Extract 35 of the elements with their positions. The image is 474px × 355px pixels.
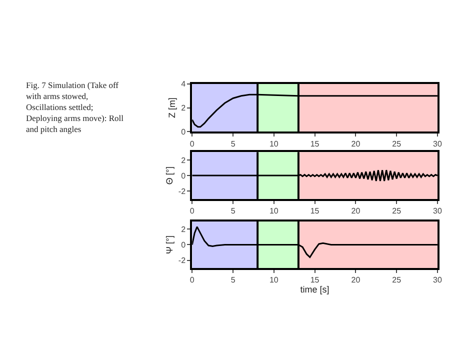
- y-axis-title: Θ [°]: [164, 166, 174, 185]
- y-tick-label: 4: [181, 80, 186, 89]
- x-tick-label: 5: [230, 206, 236, 216]
- x-tick-label: 5: [230, 276, 236, 285]
- y-axis-title: Z [m]: [166, 98, 177, 118]
- x-tick-label: 30: [433, 276, 442, 285]
- y-tick-label: -2: [178, 186, 186, 196]
- x-tick-label: 25: [392, 206, 402, 216]
- y-tick-label: 0: [181, 127, 186, 136]
- x-tick-label: 0: [190, 276, 195, 285]
- x-tick-label: 20: [351, 139, 361, 148]
- caption: Fig. 7 Simulation (Take off with arms stowed, Oscillations settled; Deploying arms move): Roll and pitch angles: [26, 80, 124, 134]
- x-tick-label: 0: [190, 206, 195, 216]
- x-tick-label: 25: [392, 276, 402, 285]
- x-tick-label: 10: [269, 206, 279, 216]
- x-tick-label: 25: [392, 139, 402, 148]
- y-tick-label: 0: [181, 171, 186, 180]
- x-tick-label: 10: [269, 276, 279, 285]
- x-tick-label: 15: [310, 276, 320, 285]
- y-tick-label: 2: [181, 104, 186, 113]
- x-tick-label: 20: [351, 206, 361, 216]
- y-tick-label: 0: [181, 240, 186, 250]
- x-tick-label: 0: [190, 139, 195, 148]
- y-tick-label: 2: [181, 224, 186, 234]
- y-tick-label: -2: [178, 256, 186, 266]
- x-axis-title: time [s]: [300, 284, 330, 295]
- x-tick-label: 5: [230, 139, 236, 148]
- x-tick-label: 30: [433, 206, 442, 216]
- y-tick-label: 2: [181, 156, 186, 165]
- x-tick-label: 10: [269, 139, 279, 148]
- x-tick-label: 30: [433, 139, 442, 148]
- x-tick-label: 15: [310, 139, 320, 148]
- x-tick-label: 15: [310, 206, 320, 216]
- y-axis-title: Ψ [°]: [164, 235, 174, 254]
- x-tick-label: 20: [351, 276, 361, 285]
